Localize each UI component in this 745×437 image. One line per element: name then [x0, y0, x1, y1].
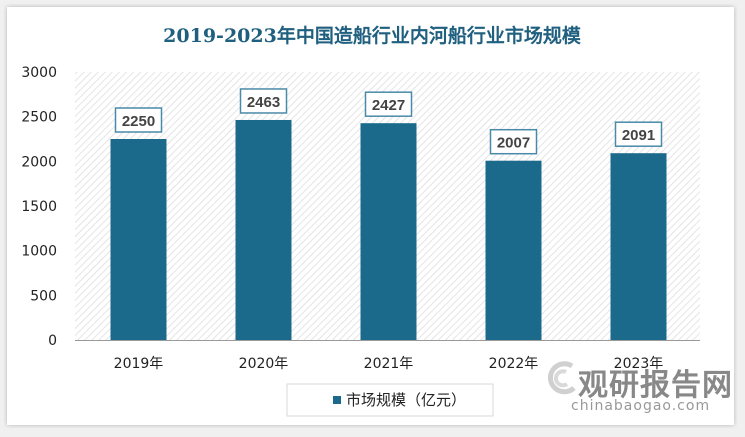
x-tick-label: 2019年 — [114, 356, 164, 372]
data-label-box — [364, 91, 413, 117]
y-tick-label: 500 — [30, 288, 57, 304]
bar — [485, 160, 542, 340]
chart-title: 2019-2023年中国造船行业内河船行业市场规模 — [163, 24, 582, 47]
data-label-box — [114, 107, 163, 133]
data-label-box — [239, 88, 288, 114]
data-label: 2463 — [247, 94, 280, 111]
y-tick-label: 3000 — [21, 65, 57, 81]
bar — [235, 119, 292, 340]
watermark-cn: 观研报告网 — [578, 368, 733, 403]
data-label: 2007 — [497, 135, 530, 152]
x-tick-label: 2020年 — [239, 356, 289, 372]
data-label: 2427 — [372, 97, 405, 114]
data-label-box — [614, 121, 663, 147]
x-tick-label: 2021年 — [364, 356, 414, 372]
bar — [610, 153, 667, 340]
y-tick-label: 2000 — [21, 154, 57, 170]
legend-swatch — [333, 396, 341, 404]
y-tick-label: 2500 — [21, 110, 57, 126]
bar — [110, 139, 167, 340]
legend — [286, 383, 494, 417]
watermark-en: chinabaogao.com — [571, 398, 711, 414]
data-label: 2091 — [622, 127, 655, 144]
legend-label: 市场规模（亿元） — [346, 391, 466, 409]
y-tick-label: 0 — [48, 333, 57, 349]
y-tick-label: 1000 — [21, 244, 57, 260]
watermark-logo-icon — [548, 361, 576, 395]
x-tick-label: 2023年 — [614, 356, 664, 372]
y-tick-label: 1500 — [21, 199, 57, 215]
data-label-box — [489, 128, 538, 155]
x-tick-label: 2022年 — [489, 356, 539, 372]
data-label: 2250 — [122, 113, 155, 130]
bar — [360, 123, 417, 340]
